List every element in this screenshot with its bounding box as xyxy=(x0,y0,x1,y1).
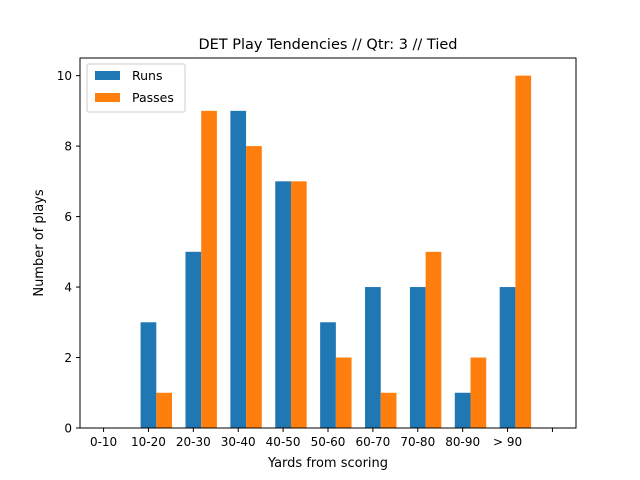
bar-runs-2 xyxy=(185,251,202,428)
x-tick-label-7: 70-80 xyxy=(400,435,435,449)
x-tick-label-1: 10-20 xyxy=(131,435,166,449)
bar-passes-8 xyxy=(470,357,487,428)
bar-runs-8 xyxy=(454,392,471,428)
bar-passes-4 xyxy=(290,181,307,428)
y-tick-label-6: 6 xyxy=(64,210,72,224)
bar-passes-5 xyxy=(335,357,352,428)
plot-frame xyxy=(79,57,577,429)
y-tick-label-0: 0 xyxy=(64,422,72,436)
bar-runs-9 xyxy=(499,287,516,428)
y-tick-label-8: 8 xyxy=(64,140,72,154)
bars-group xyxy=(140,75,532,428)
x-tick-label-6: 60-70 xyxy=(355,435,390,449)
bar-runs-1 xyxy=(140,322,157,428)
x-tick-label-5: 50-60 xyxy=(311,435,346,449)
x-axis-ticks: 0-10 10-20 20-30 30-40 40-50 50-60 60-70 70-80 8… xyxy=(90,428,553,449)
y-tick-label-4: 4 xyxy=(64,281,72,295)
x-tick-label-3: 30-40 xyxy=(221,435,256,449)
x-tick-label-4: 40-50 xyxy=(266,435,301,449)
legend-label-runs: Runs xyxy=(132,68,162,83)
legend-label-passes: Passes xyxy=(132,90,174,105)
bar-runs-6 xyxy=(365,287,381,428)
x-tick-label-0: 0-10 xyxy=(90,435,117,449)
legend-swatch-passes xyxy=(95,93,120,102)
x-tick-label-2: 20-30 xyxy=(176,435,211,449)
chart-title: DET Play Tendencies // Qtr: 3 // Tied xyxy=(198,37,457,53)
x-tick-label-8: 80-90 xyxy=(445,435,480,449)
bar-runs-5 xyxy=(320,322,336,428)
legend-swatch-runs xyxy=(95,71,120,80)
y-tick-label-2: 2 xyxy=(64,351,72,365)
bar-runs-7 xyxy=(409,287,426,428)
bar-passes-7 xyxy=(425,251,442,428)
x-axis-label: Yards from scoring xyxy=(267,456,388,471)
y-axis-label: Number of plays xyxy=(32,189,47,297)
bar-passes-6 xyxy=(380,392,397,428)
y-tick-label-10: 10 xyxy=(57,69,72,83)
bar-runs-3 xyxy=(230,110,247,428)
bar-passes-3 xyxy=(246,146,262,428)
bar-passes-9 xyxy=(515,75,532,428)
bar-runs-4 xyxy=(275,181,291,428)
x-tick-label-9: > 90 xyxy=(493,435,522,449)
bar-passes-2 xyxy=(201,110,217,428)
y-axis-ticks: 0 2 4 6 8 10 xyxy=(57,69,80,436)
legend: Runs Passes xyxy=(86,63,186,113)
bar-passes-1 xyxy=(156,392,173,428)
